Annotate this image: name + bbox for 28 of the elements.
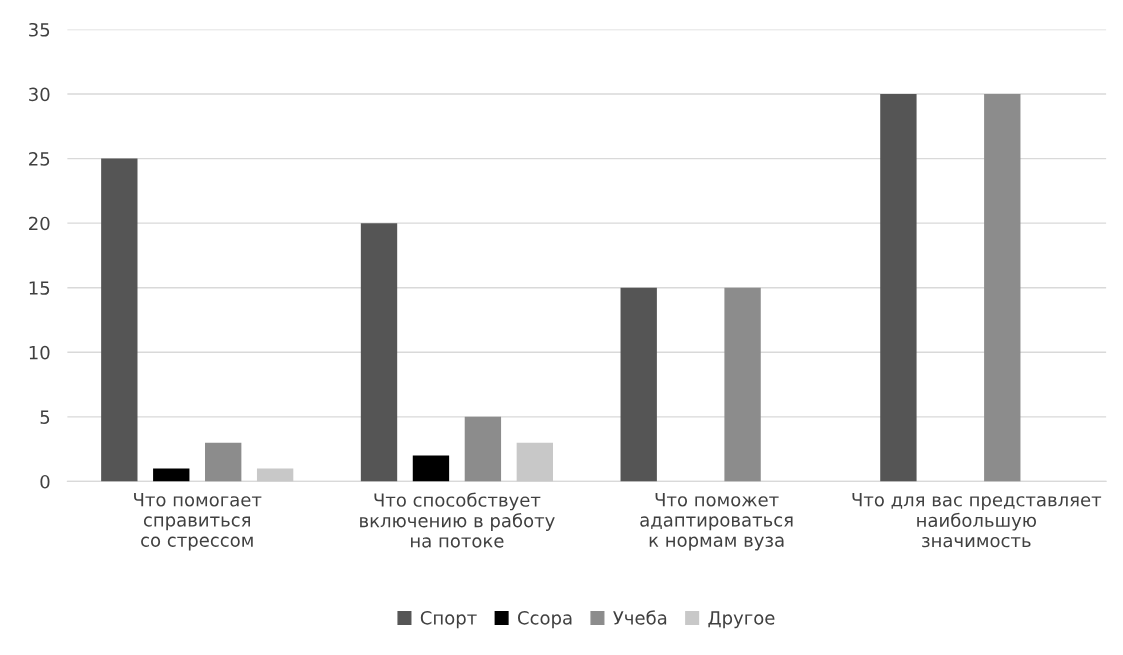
bar bbox=[464, 416, 502, 482]
y-tick-label: 25 bbox=[29, 152, 50, 166]
legend-label: Другое bbox=[708, 611, 775, 629]
y-tick-label: 10 bbox=[29, 345, 50, 360]
bar bbox=[880, 94, 917, 482]
y-tick-label: 35 bbox=[29, 22, 50, 37]
bar bbox=[620, 287, 657, 482]
y-tick-label: 15 bbox=[29, 281, 50, 295]
bar bbox=[205, 442, 242, 482]
y-tick-label: 30 bbox=[29, 87, 50, 102]
x-tick-label: Что для вас представляет наибольшую значимость bbox=[852, 493, 1102, 548]
bar bbox=[984, 94, 1021, 482]
bar bbox=[412, 455, 450, 482]
legend-label: Учеба bbox=[613, 610, 667, 625]
legend-label: Ссора bbox=[517, 610, 572, 629]
y-tick-label: 5 bbox=[40, 410, 50, 424]
x-tick-label: Что способствует включению в работу на потоке bbox=[360, 492, 555, 548]
bar bbox=[516, 442, 554, 482]
y-tick-label: 0 bbox=[40, 474, 50, 489]
bar bbox=[256, 468, 294, 482]
bar bbox=[360, 223, 398, 482]
bar bbox=[153, 468, 190, 482]
x-tick-label: Что поможет адаптироваться к нормам вуза bbox=[640, 493, 793, 551]
legend-label: Спорт bbox=[420, 610, 477, 629]
bar bbox=[724, 287, 761, 482]
x-tick-label: Что помогает справиться со стрессом bbox=[134, 493, 262, 551]
bar bbox=[101, 158, 138, 482]
y-tick-label: 20 bbox=[29, 216, 50, 231]
